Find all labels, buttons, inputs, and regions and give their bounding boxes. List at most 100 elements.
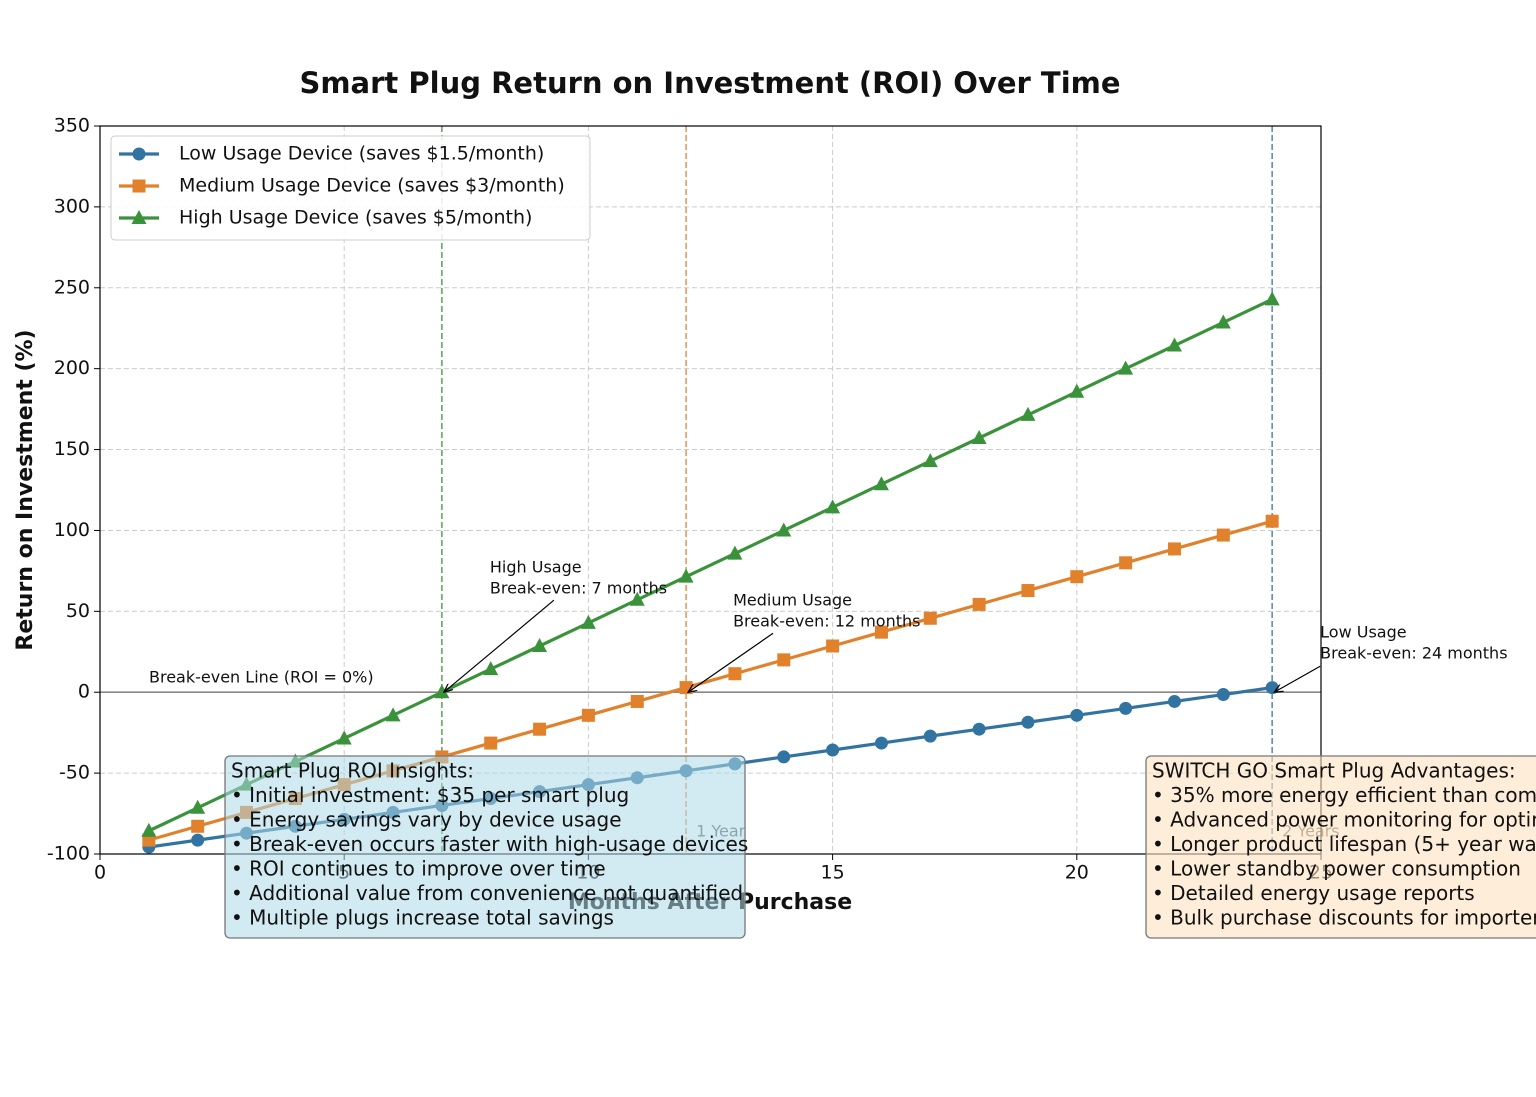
y-tick-label: 50	[66, 600, 90, 622]
y-tick-label: -50	[59, 762, 90, 784]
data-point	[1215, 314, 1231, 329]
data-point	[826, 743, 840, 757]
data-point	[581, 708, 595, 722]
data-point	[1119, 556, 1133, 570]
data-point	[874, 625, 888, 639]
data-point	[1265, 681, 1279, 695]
info-box-title: SWITCH GO Smart Plug Advantages:	[1152, 759, 1516, 783]
legend-marker	[131, 210, 147, 224]
y-tick-label: 250	[54, 276, 90, 298]
data-point	[874, 736, 888, 750]
data-point	[923, 611, 937, 625]
data-point	[777, 653, 791, 667]
info-box-item: • Initial investment: $35 per smart plug	[231, 783, 629, 807]
y-tick-label: 300	[54, 195, 90, 217]
data-point	[190, 799, 206, 814]
data-point	[336, 730, 352, 745]
legend-label: High Usage Device (saves $5/month)	[179, 207, 532, 229]
annotation-arrow	[688, 632, 774, 692]
y-tick-label: -100	[47, 843, 90, 865]
data-point	[629, 591, 645, 606]
annotation-text: Break-even: 24 months	[1320, 644, 1507, 663]
annotation-text: Break-even: 7 months	[490, 579, 667, 598]
data-point	[1020, 406, 1036, 421]
legend-marker	[132, 147, 146, 161]
data-point	[1167, 542, 1181, 556]
info-box-item: • Detailed energy usage reports	[1152, 881, 1475, 905]
info-box-item: • Longer product lifespan (5+ year war	[1152, 832, 1536, 856]
y-tick-label: 150	[54, 438, 90, 460]
data-point	[1216, 528, 1230, 542]
annotation-arrow	[1274, 665, 1321, 692]
data-point	[971, 430, 987, 445]
y-tick-label: 350	[54, 115, 90, 137]
info-box-item: • Multiple plugs increase total savings	[231, 906, 614, 930]
data-point	[728, 667, 742, 681]
annotation-arrow	[444, 599, 555, 692]
legend-marker	[132, 179, 146, 193]
data-point	[1069, 383, 1085, 398]
y-tick-label: 0	[78, 681, 90, 703]
data-point	[484, 736, 498, 750]
data-point	[385, 707, 401, 722]
legend-box	[110, 135, 591, 241]
info-box-item: • Advanced power monitoring for optir	[1152, 808, 1536, 832]
y-axis-label: Return on Investment (%)	[13, 329, 38, 650]
break-even-label: Break-even Line (ROI = 0%)	[149, 668, 374, 687]
data-point	[532, 638, 548, 653]
info-box-item: • Additional value from convenience not …	[231, 881, 743, 905]
data-point	[972, 722, 986, 736]
data-point	[1070, 708, 1084, 722]
data-point	[825, 499, 841, 514]
x-tick-label: 0	[94, 862, 106, 884]
data-point	[1021, 715, 1035, 729]
info-box-item: • ROI continues to improve over time	[231, 857, 606, 881]
x-tick-label: 15	[821, 862, 845, 884]
data-point	[434, 684, 450, 699]
data-point	[580, 614, 596, 629]
data-point	[630, 694, 644, 708]
annotation-text: Low Usage	[1320, 623, 1406, 642]
series-line	[148, 297, 1273, 833]
data-point	[678, 568, 694, 583]
data-point	[141, 822, 157, 837]
info-box-item: • Bulk purchase discounts for importer	[1152, 906, 1536, 930]
data-point	[679, 681, 693, 695]
data-point	[727, 545, 743, 560]
y-tick-label: 200	[54, 357, 90, 379]
info-box-item: • Energy savings vary by device usage	[231, 808, 622, 832]
data-point	[1021, 584, 1035, 598]
data-point	[1265, 514, 1279, 528]
data-point	[142, 833, 156, 847]
chart-title: Smart Plug Return on Investment (ROI) Ov…	[299, 66, 1120, 100]
legend-label: Medium Usage Device (saves $3/month)	[179, 175, 565, 197]
data-point	[1216, 688, 1230, 702]
data-point	[1167, 694, 1181, 708]
data-point	[191, 819, 205, 833]
info-box-item: • Lower standby power consumption	[1152, 857, 1521, 881]
annotation-text: Break-even: 12 months	[733, 612, 920, 631]
annotation-text: Medium Usage	[733, 591, 852, 610]
data-point	[1166, 337, 1182, 352]
info-box-item: • 35% more energy efficient than comp	[1152, 783, 1536, 807]
data-point	[483, 661, 499, 676]
data-point	[191, 833, 205, 847]
data-point	[873, 476, 889, 491]
info-box-title: Smart Plug ROI Insights:	[231, 759, 474, 783]
legend-label: Low Usage Device (saves $1.5/month)	[179, 143, 544, 165]
data-point	[776, 522, 792, 537]
data-point	[826, 639, 840, 653]
y-tick-label: 100	[54, 519, 90, 541]
info-box	[224, 755, 746, 939]
data-point	[777, 750, 791, 764]
info-box-item: • Break-even occurs faster with high-usa…	[231, 832, 748, 856]
data-point	[1119, 701, 1133, 715]
info-box	[1145, 755, 1536, 939]
data-point	[922, 453, 938, 468]
data-point	[1118, 360, 1134, 375]
data-point	[972, 597, 986, 611]
data-point	[1070, 570, 1084, 584]
data-point	[533, 722, 547, 736]
annotation-text: High Usage	[490, 558, 582, 577]
